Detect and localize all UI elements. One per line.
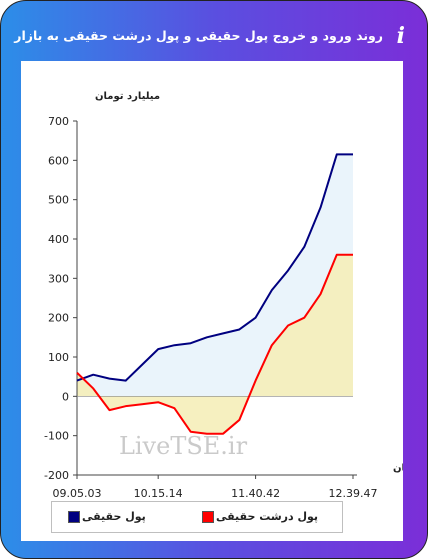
y-axis-label: میلیارد تومان <box>95 91 160 102</box>
legend-swatch-large <box>202 511 214 523</box>
x-axis-label: زمان <box>393 463 403 474</box>
series-area-1 <box>77 254 353 434</box>
x-tick-label-0: 09.05.03 <box>53 487 102 500</box>
y-tick-label-100: 100 <box>48 351 69 364</box>
y-tick-label-600: 600 <box>48 154 69 167</box>
legend: پول حقیقی پول درشت حقیقی <box>51 501 343 533</box>
legend-label-large: پول درشت حقیقی <box>216 510 319 523</box>
y-tick-label-200: 200 <box>48 312 69 325</box>
y-tick-label-300: 300 <box>48 272 69 285</box>
info-icon[interactable]: i <box>396 23 405 49</box>
series-line-0 <box>76 153 353 382</box>
y-tick-label--200: -200 <box>44 469 69 482</box>
chart-panel: میلیارد تومان زمان LiveTSE.ir -200 -100 0 1… <box>21 61 403 541</box>
y-tick-label-700: 700 <box>48 115 69 128</box>
x-tick-label-1: 10.15.14 <box>134 487 183 500</box>
watermark: LiveTSE.ir <box>119 432 248 460</box>
legend-swatch-retail <box>68 511 80 523</box>
y-tick-label-500: 500 <box>48 194 69 207</box>
chart-title: روند ورود و خروج پول حقیقی و پول درشت حق… <box>14 28 383 43</box>
x-tick-label-3: 12.39.47 <box>329 487 378 500</box>
line-chart: میلیارد تومان زمان LiveTSE.ir -200 -100 0 1… <box>44 91 403 500</box>
header: روند ورود و خروج پول حقیقی و پول درشت حق… <box>1 1 427 59</box>
series-line-1 <box>76 253 353 435</box>
legend-label-retail: پول حقیقی <box>82 510 146 523</box>
y-tick-label-400: 400 <box>48 233 69 246</box>
y-tick-label-0: 0 <box>62 390 69 403</box>
x-tick-label-2: 11.40.42 <box>231 487 280 500</box>
y-tick-label--100: -100 <box>44 430 69 443</box>
